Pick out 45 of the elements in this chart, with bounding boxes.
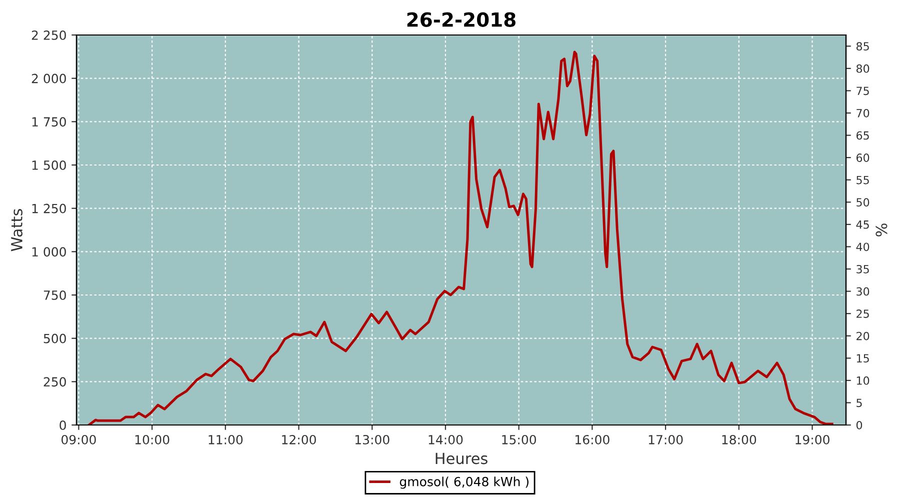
x-tick-label: 12:00 — [282, 434, 316, 444]
y2-tick-label: 5 — [856, 398, 862, 408]
x-tick-label: 16:00 — [576, 434, 610, 444]
y2-tick-label: 80 — [856, 64, 870, 73]
y2-tick-label: 35 — [856, 264, 869, 274]
y2-tick-label: 70 — [856, 108, 870, 118]
y2-tick-label: 65 — [856, 131, 869, 140]
x-tick-label: 19:00 — [796, 434, 830, 444]
x-tick-label: 13:00 — [355, 434, 390, 444]
chart-title: 26-2-2018 — [407, 12, 516, 27]
x-tick-label: 11:00 — [208, 434, 243, 444]
y2-axis-title: % — [876, 224, 888, 236]
y2-tick-label: 15 — [856, 354, 869, 363]
y-tick-label: 250 — [44, 377, 66, 387]
x-tick-label: 18:00 — [722, 434, 756, 444]
y2-tick-label: 20 — [856, 332, 870, 340]
y2-tick-label: 25 — [856, 310, 869, 318]
y-tick-label: 0 — [60, 420, 66, 430]
y-tick-label: 1 250 — [32, 204, 66, 214]
y-tick-label: 500 — [44, 334, 66, 344]
x-tick-label: 17:00 — [648, 434, 683, 444]
y-tick-label: 1 750 — [32, 117, 66, 127]
x-axis-title: Heures — [436, 452, 488, 464]
y-tick-label: 2 250 — [32, 30, 66, 40]
y2-tick-label: 45 — [856, 220, 869, 229]
y-tick-label: 2 000 — [32, 74, 66, 84]
y2-tick-label: 30 — [856, 287, 870, 296]
x-tick-label: 09:00 — [62, 434, 96, 444]
y-tick-label: 1 000 — [32, 247, 66, 257]
y2-tick-label: 60 — [856, 154, 870, 162]
y-tick-label: 750 — [44, 290, 66, 300]
x-tick-label: 14:00 — [428, 434, 463, 444]
y2-tick-label: 40 — [856, 242, 870, 252]
y2-tick-label: 10 — [856, 376, 870, 385]
y-tick-label: 1 500 — [32, 160, 66, 170]
y2-tick-label: 50 — [856, 198, 870, 207]
x-tick-label: 10:00 — [135, 434, 170, 444]
x-tick-label: 15:00 — [502, 434, 536, 444]
y2-tick-label: 55 — [856, 176, 869, 184]
legend-label: gmosol( 6,048 kWh ) — [400, 476, 528, 489]
y2-tick-label: 75 — [856, 86, 869, 96]
y2-tick-label: 85 — [856, 42, 869, 51]
y-axis-title: Watts — [11, 209, 22, 252]
line-series — [88, 50, 834, 425]
y2-tick-label: 0 — [856, 420, 862, 430]
